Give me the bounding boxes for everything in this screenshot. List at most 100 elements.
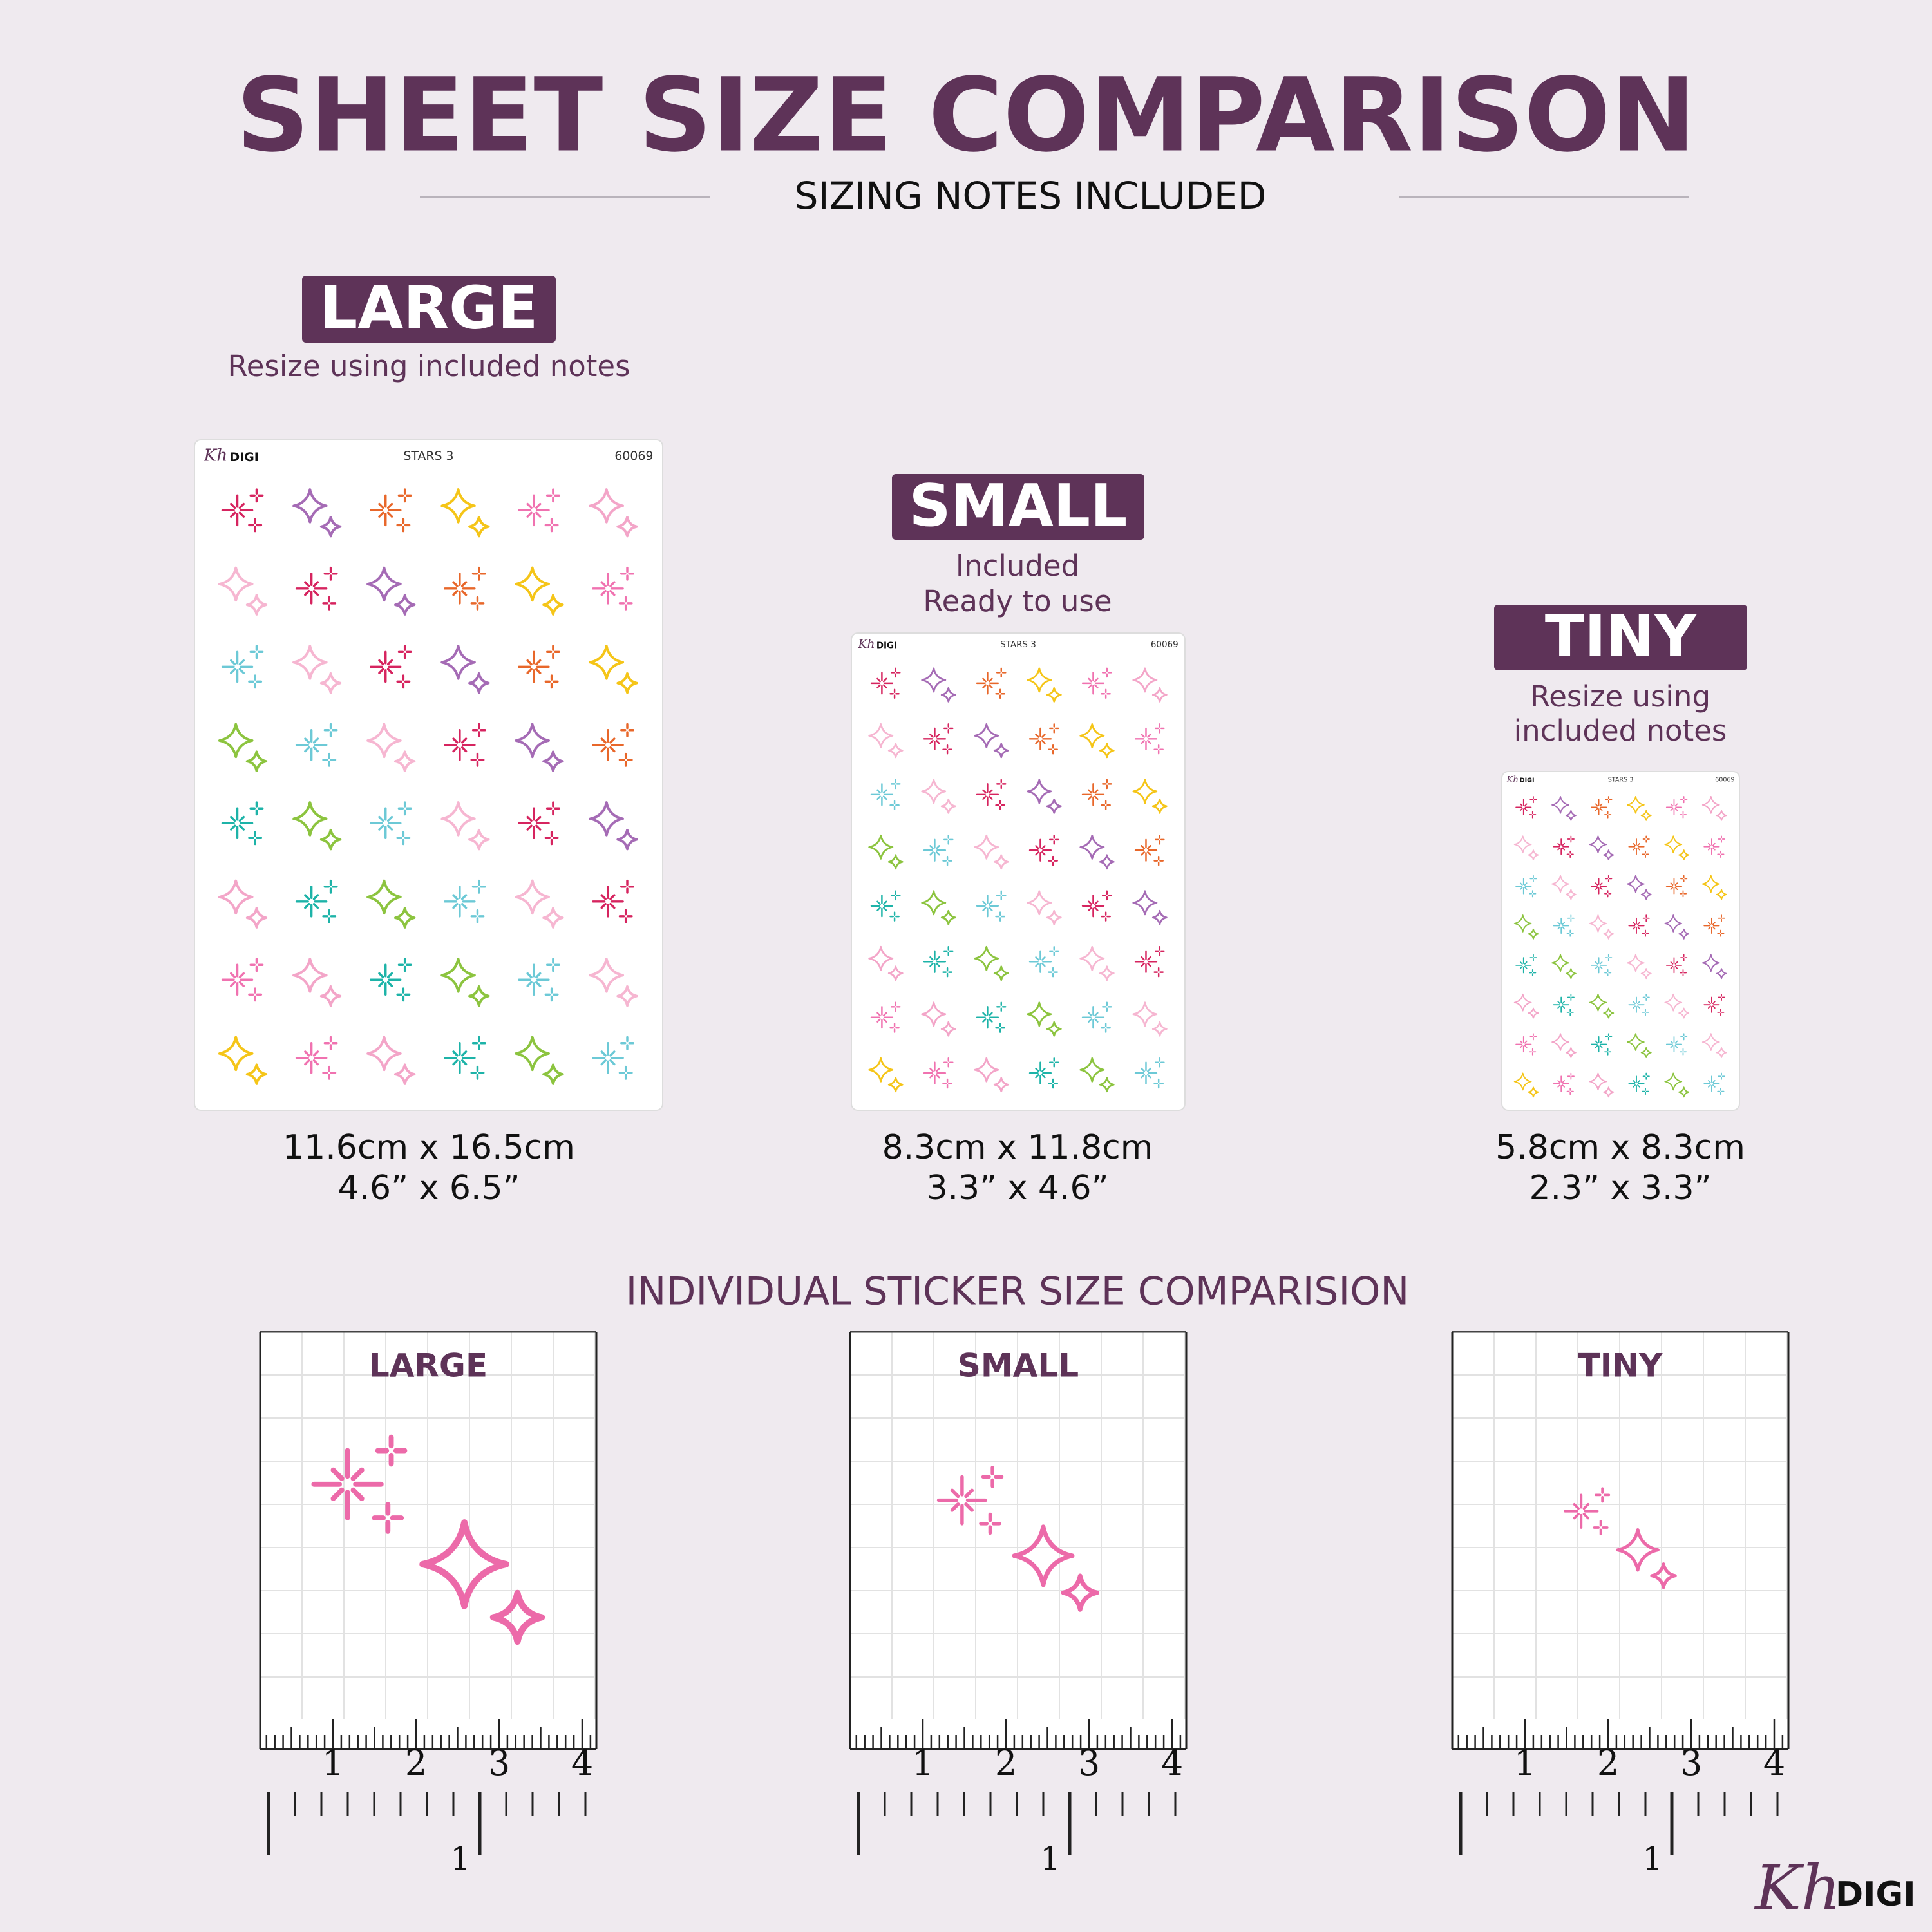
sparkle-ray xyxy=(1524,1045,1528,1048)
diamond xyxy=(1640,889,1652,900)
diamond xyxy=(1640,1046,1652,1058)
diamonds xyxy=(974,945,1009,981)
diamond xyxy=(542,594,564,616)
size-note: Included xyxy=(956,549,1079,583)
sparkle-ray xyxy=(1562,922,1566,925)
diamond xyxy=(468,515,490,538)
sparkle-ray xyxy=(988,684,993,689)
sheet xyxy=(1501,771,1740,1111)
sparkle-ray xyxy=(238,815,245,822)
sparkle-ray xyxy=(1599,1040,1603,1044)
sparkle-ray xyxy=(1562,1080,1566,1083)
sparkle-ray xyxy=(535,815,542,822)
sparkle xyxy=(1628,835,1650,858)
diamonds xyxy=(1027,890,1062,925)
sparkle xyxy=(1515,875,1537,898)
sparkle-ray xyxy=(882,907,887,911)
diamond xyxy=(468,985,490,1007)
diamond xyxy=(1678,1007,1690,1019)
diamond xyxy=(1551,1033,1569,1051)
sparkle-ray xyxy=(452,590,459,596)
sparkle-ray xyxy=(304,1050,310,1057)
sparkle xyxy=(221,958,264,1002)
sparkle xyxy=(923,946,954,978)
sparkle xyxy=(1515,796,1537,819)
diamonds xyxy=(292,645,342,694)
sparkle-ray xyxy=(1141,956,1145,961)
sheet-size-cm: 11.6cm x 16.5cm xyxy=(283,1128,575,1167)
sparkle-ray xyxy=(876,789,881,794)
diamond xyxy=(974,1057,999,1083)
subtitle: SIZING NOTES INCLUDED xyxy=(795,174,1267,218)
sparkle-ray xyxy=(386,815,393,822)
diamond xyxy=(515,723,550,759)
diamond xyxy=(319,672,342,694)
diamonds xyxy=(868,1057,904,1093)
sparkle-ray xyxy=(1094,1012,1099,1017)
sparkle-ray xyxy=(1141,962,1145,967)
sparkle-ray xyxy=(1637,842,1640,846)
diamonds xyxy=(1079,834,1115,870)
diamond xyxy=(1099,1077,1115,1093)
sparkle xyxy=(369,488,412,533)
sparkle-ray xyxy=(1557,922,1561,925)
diamond xyxy=(319,515,342,538)
diamond xyxy=(1664,993,1683,1012)
diamonds xyxy=(1027,779,1062,814)
sparkle xyxy=(1134,1057,1165,1089)
diamond xyxy=(868,945,894,971)
sparkle-ray xyxy=(461,581,468,587)
diamond xyxy=(245,1063,268,1085)
sparkle xyxy=(311,1434,408,1534)
sparkle-ray xyxy=(1524,808,1528,811)
sparkle xyxy=(518,488,560,533)
diamond xyxy=(1640,810,1652,821)
diamond xyxy=(1627,1033,1645,1051)
diamond xyxy=(974,723,999,748)
diamonds xyxy=(1589,835,1615,861)
diamonds xyxy=(589,488,638,538)
sparkle-ray xyxy=(1637,922,1640,925)
diamond xyxy=(1046,798,1062,814)
diamond xyxy=(366,723,402,759)
diamond xyxy=(1716,889,1727,900)
sparkle xyxy=(1081,779,1112,810)
sparkle xyxy=(923,835,954,866)
sparkle-ray xyxy=(386,824,393,831)
diamond xyxy=(1079,723,1105,748)
diamond xyxy=(1603,1007,1615,1019)
ruler-inch-label: 1 xyxy=(1040,1840,1061,1877)
sparkle xyxy=(518,958,560,1002)
sparkle-ray xyxy=(1633,1084,1636,1088)
sparkle-ray xyxy=(1094,900,1099,905)
sparkle-ray xyxy=(535,972,542,979)
diamond xyxy=(515,1036,550,1072)
diamond xyxy=(218,1036,254,1072)
sparkle-ray xyxy=(1637,926,1640,930)
sparkle-ray xyxy=(982,907,987,911)
sheet-size-in: 3.3” x 4.6” xyxy=(926,1169,1108,1208)
diamond xyxy=(1664,1072,1683,1091)
sparkle-ray xyxy=(1524,1040,1528,1044)
diamonds xyxy=(1551,954,1577,980)
sparkle-ray xyxy=(1708,1080,1711,1083)
diamond xyxy=(1701,954,1720,972)
diamond xyxy=(1551,954,1569,972)
sparkle-ray xyxy=(461,1050,468,1057)
sparkle-ray xyxy=(461,737,468,744)
diamond xyxy=(1589,914,1607,933)
diamonds xyxy=(292,958,342,1007)
sparkle xyxy=(369,801,412,846)
sparkle-ray xyxy=(882,1018,887,1023)
sparkle-ray xyxy=(1708,1005,1711,1009)
sparkle xyxy=(1665,796,1688,819)
sheet-logo: Kh xyxy=(1506,775,1519,784)
sparkle-ray xyxy=(1562,1084,1566,1088)
diamonds xyxy=(366,566,416,616)
diamond xyxy=(1151,798,1168,814)
diamonds xyxy=(1627,954,1652,980)
size-panel: LARGE 1 2 3 4 1 xyxy=(259,1331,598,1877)
sparkle-ray xyxy=(935,956,940,961)
sparkle-ray xyxy=(1599,887,1603,890)
